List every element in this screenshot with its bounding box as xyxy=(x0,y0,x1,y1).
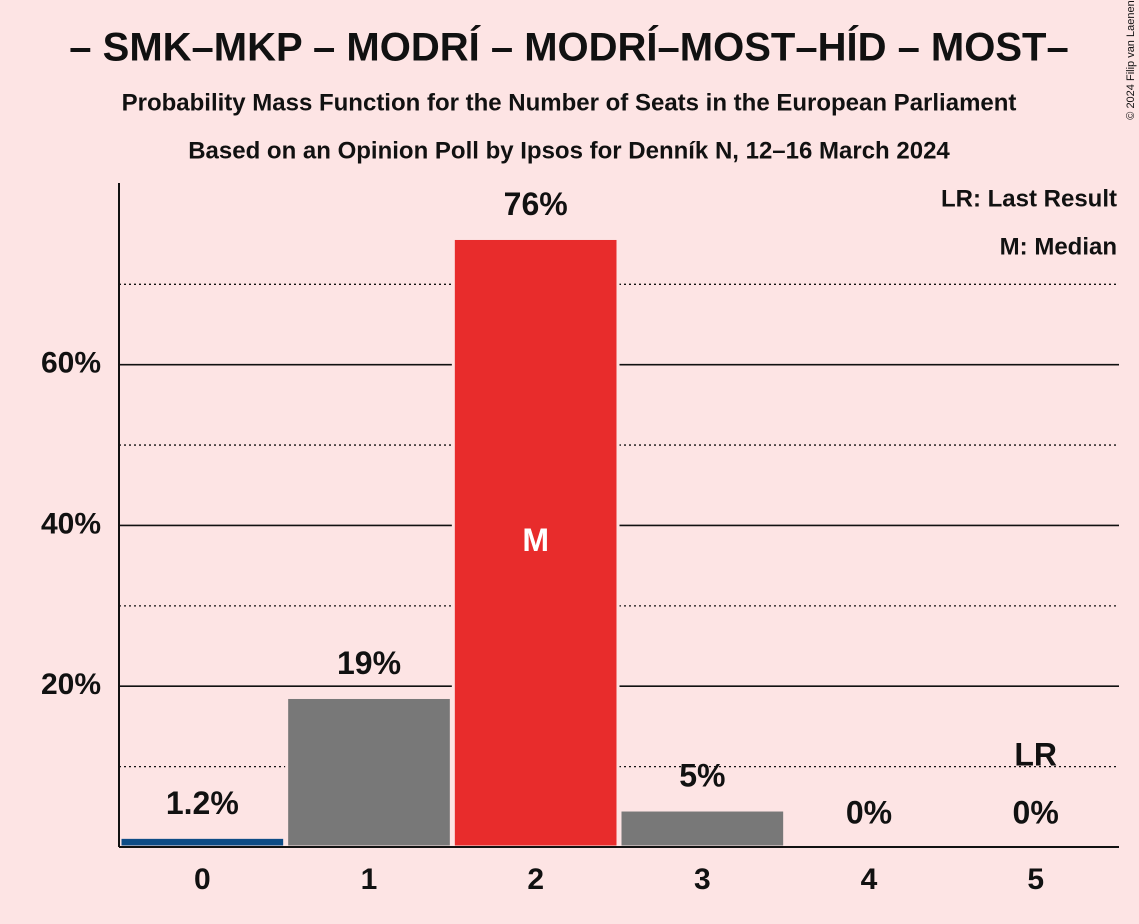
x-tick-label: 5 xyxy=(1027,863,1044,896)
value-label: 76% xyxy=(504,186,568,222)
annotation: M xyxy=(522,522,549,558)
y-tick-label: 40% xyxy=(41,507,101,540)
bar xyxy=(285,695,453,849)
y-tick-label: 20% xyxy=(41,668,101,701)
chart-subtitle: Based on an Opinion Poll by Ipsos for De… xyxy=(188,137,950,164)
legend-entry: M: Median xyxy=(1000,233,1117,260)
x-tick-label: 1 xyxy=(361,863,378,896)
bar xyxy=(118,835,287,849)
value-label: 5% xyxy=(679,757,725,793)
x-tick-label: 2 xyxy=(527,863,544,896)
bar xyxy=(618,808,787,849)
copyright: © 2024 Filip van Laenen xyxy=(1125,0,1137,119)
y-tick-label: 60% xyxy=(41,347,101,380)
legend-entry: LR: Last Result xyxy=(941,185,1117,212)
annotation: LR xyxy=(1014,736,1057,772)
value-label: 0% xyxy=(846,794,892,830)
x-tick-label: 0 xyxy=(194,863,211,896)
x-tick-label: 4 xyxy=(861,863,878,896)
value-label: 0% xyxy=(1013,794,1059,830)
value-label: 1.2% xyxy=(166,785,239,821)
x-tick-label: 3 xyxy=(694,863,711,896)
bar xyxy=(451,236,620,849)
chart-subtitle: Probability Mass Function for the Number… xyxy=(122,89,1017,116)
value-label: 19% xyxy=(337,645,401,681)
chart-title: – SMK–MKP – MODRÍ – MODRÍ–MOST–HÍD – MOS… xyxy=(69,25,1068,70)
